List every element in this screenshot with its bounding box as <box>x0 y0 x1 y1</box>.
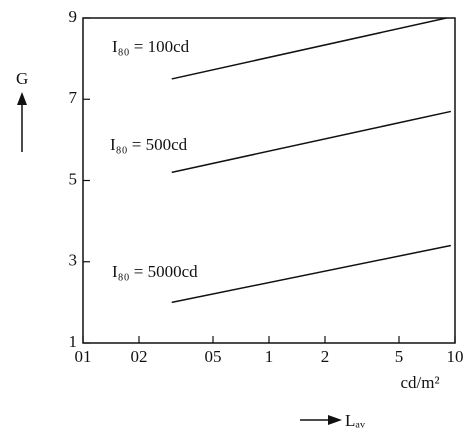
y-tick-label: 9 <box>69 7 78 26</box>
x-unit: cd/m² <box>400 373 439 392</box>
y-tick-label: 5 <box>69 169 78 188</box>
series-label: I₈₀ = 5000cd <box>112 262 198 281</box>
x-tick-label: 02 <box>130 347 147 366</box>
series-line <box>171 17 447 80</box>
series-label: I₈₀ = 500cd <box>110 135 188 154</box>
series-label: I₈₀ = 100cd <box>112 37 190 56</box>
y-tick-label: 3 <box>69 251 78 270</box>
y-tick-label: 7 <box>69 88 78 107</box>
x-tick-label: 10 <box>447 347 464 366</box>
x-tick-label: 5 <box>395 347 404 366</box>
x-tick-label: 1 <box>265 347 274 366</box>
x-tick-label: 05 <box>205 347 222 366</box>
x-tick-label: 2 <box>321 347 330 366</box>
x-axis-label: Lₐᵥ <box>345 411 366 430</box>
y-arrow-head <box>17 92 27 105</box>
y-tick-label: 1 <box>69 332 78 351</box>
x-arrow-head <box>328 415 342 425</box>
series-line <box>171 110 452 174</box>
series-line <box>171 244 452 304</box>
y-axis-label: G <box>16 69 28 88</box>
x-tick-label: 01 <box>75 347 92 366</box>
